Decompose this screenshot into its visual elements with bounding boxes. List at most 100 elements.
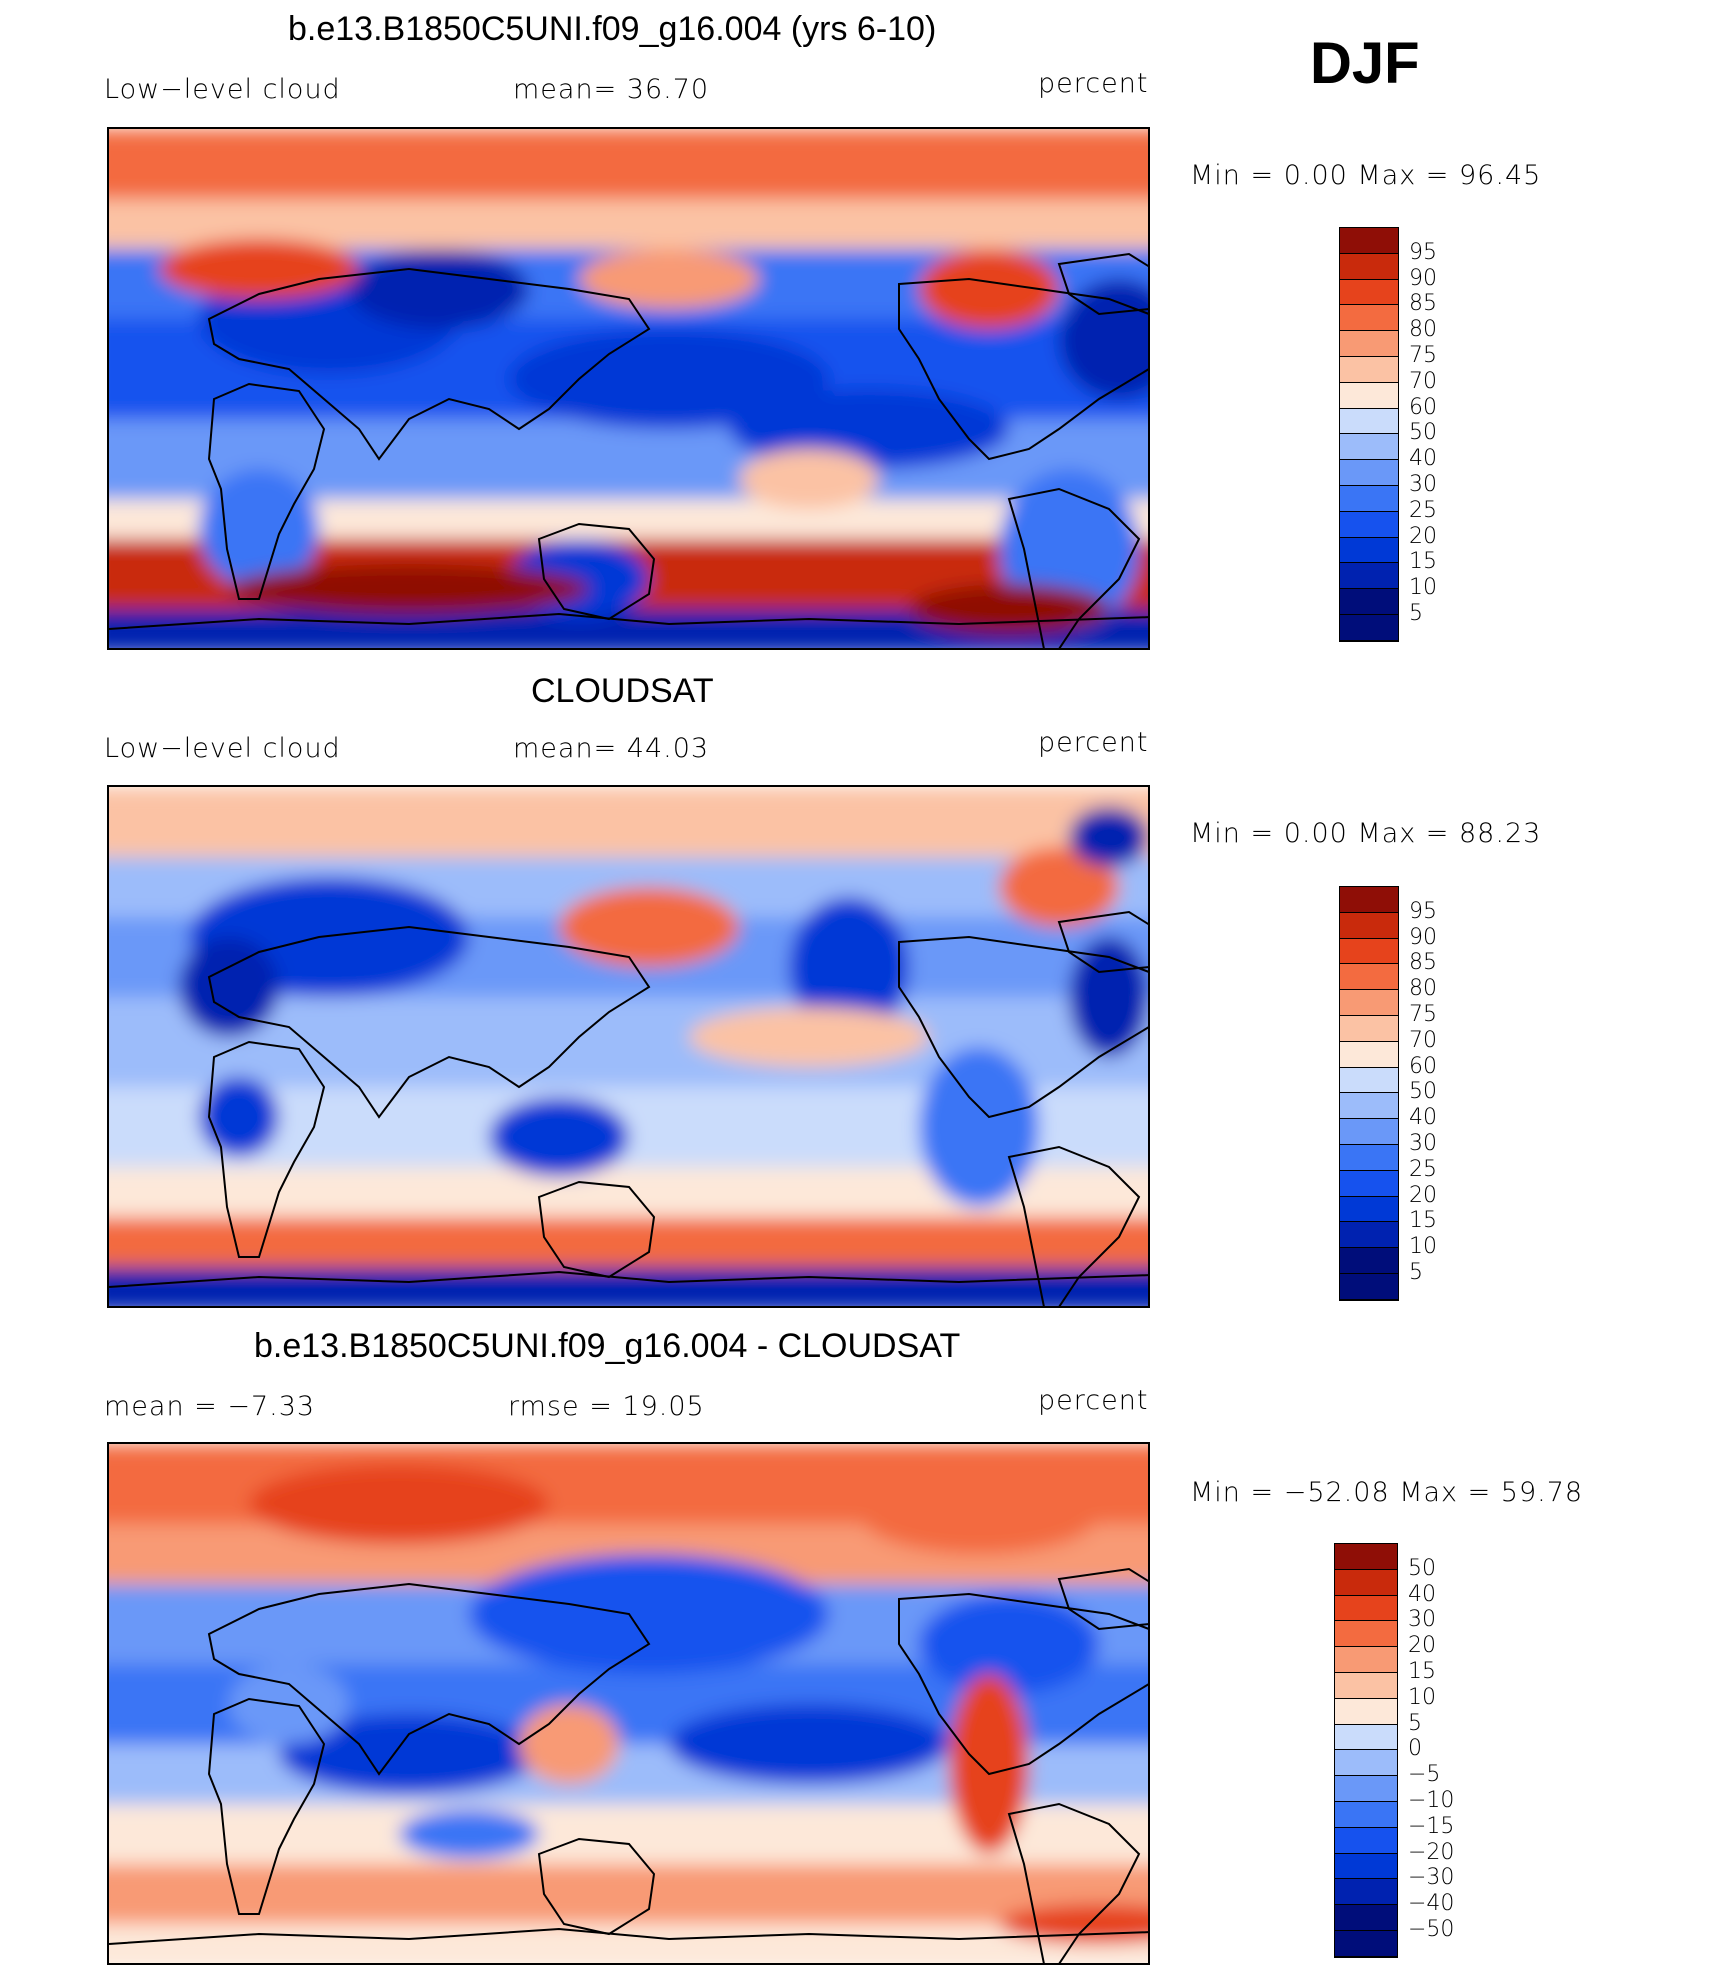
colorbar-swatch bbox=[1340, 1041, 1398, 1068]
colorbar-tick-label: −10 bbox=[1408, 1788, 1455, 1813]
colorbar-tick-label: −5 bbox=[1408, 1762, 1441, 1788]
colorbar-tick-label: −40 bbox=[1408, 1891, 1455, 1917]
colorbar-swatch bbox=[1340, 408, 1398, 435]
colorbar-swatch bbox=[1340, 486, 1398, 512]
colorbar-swatch bbox=[1340, 253, 1398, 280]
colorbar-tick-label: 25 bbox=[1409, 497, 1437, 523]
panel2-title: CLOUDSAT bbox=[531, 672, 714, 710]
panel1-variable-label: Low−level cloud bbox=[104, 74, 341, 105]
colorbar-tick-label: −20 bbox=[1408, 1839, 1455, 1865]
colorbar-swatch bbox=[1335, 1802, 1397, 1828]
map-canvas bbox=[109, 787, 1148, 1306]
colorbar-tick-label: 75 bbox=[1409, 343, 1437, 368]
colorbar-tick-label: 90 bbox=[1409, 924, 1437, 950]
panel3-map bbox=[107, 1442, 1150, 1965]
colorbar-tick-label: 15 bbox=[1408, 1659, 1436, 1684]
colorbar-swatch bbox=[1340, 887, 1398, 913]
panel3-title: b.e13.B1850C5UNI.f09_g16.004 - CLOUDSAT bbox=[254, 1327, 961, 1365]
colorbar-swatch bbox=[1335, 1905, 1397, 1931]
colorbar-swatch bbox=[1340, 1274, 1398, 1300]
colorbar-tick-label: 95 bbox=[1409, 898, 1437, 924]
colorbar-swatch bbox=[1340, 938, 1398, 965]
colorbar-swatch bbox=[1340, 1093, 1398, 1120]
colorbar-tick-label: 5 bbox=[1409, 1260, 1423, 1285]
colorbar-tick-label: −50 bbox=[1408, 1917, 1455, 1942]
colorbar-swatch bbox=[1340, 964, 1398, 991]
map-canvas bbox=[109, 1444, 1148, 1963]
panel1-title: b.e13.B1850C5UNI.f09_g16.004 (yrs 6-10) bbox=[288, 10, 937, 48]
season-label: DJF bbox=[1310, 31, 1420, 96]
panel3-minmax: Min = −52.08 Max = 59.78 bbox=[1190, 1477, 1584, 1508]
colorbar-tick-label: 10 bbox=[1409, 575, 1437, 601]
panel1-map bbox=[107, 127, 1150, 650]
panel2-variable-label: Low−level cloud bbox=[104, 733, 341, 764]
colorbar-tick-label: 20 bbox=[1409, 523, 1437, 549]
colorbar-tick-label: 60 bbox=[1409, 1053, 1437, 1079]
colorbar-swatch bbox=[1335, 1931, 1397, 1957]
panel2-map bbox=[107, 785, 1150, 1308]
colorbar-tick-label: 15 bbox=[1409, 1208, 1437, 1234]
colorbar-swatch bbox=[1340, 305, 1398, 332]
colorbar-swatch bbox=[1340, 1145, 1398, 1171]
colorbar-swatch bbox=[1335, 1724, 1397, 1751]
colorbar-swatch bbox=[1340, 912, 1398, 939]
colorbar-swatch bbox=[1340, 1067, 1398, 1094]
colorbar-swatch bbox=[1335, 1776, 1397, 1802]
colorbar-tick-label: 30 bbox=[1409, 472, 1437, 497]
colorbar-tick-label: 50 bbox=[1408, 1555, 1436, 1581]
colorbar-swatch bbox=[1340, 537, 1398, 564]
panel3-rmse-label: rmse = 19.05 bbox=[508, 1391, 705, 1422]
colorbar-tick-label: 70 bbox=[1409, 368, 1437, 394]
colorbar-tick-label: 5 bbox=[1409, 601, 1423, 626]
colorbar-tick-label: 75 bbox=[1409, 1002, 1437, 1027]
colorbar-swatch bbox=[1340, 382, 1398, 409]
colorbar-tick-label: −15 bbox=[1408, 1813, 1455, 1839]
colorbar-boxes bbox=[1339, 886, 1399, 1301]
colorbar-swatch bbox=[1335, 1879, 1397, 1906]
panel2-minmax: Min = 0.00 Max = 88.23 bbox=[1190, 818, 1542, 849]
colorbar-swatch bbox=[1335, 1569, 1397, 1596]
panel2-units-label: percent bbox=[1038, 727, 1149, 758]
colorbar-swatch bbox=[1340, 357, 1398, 383]
colorbar-tick-label: 10 bbox=[1408, 1684, 1436, 1710]
panel2-mean-label: mean= 44.03 bbox=[513, 733, 710, 764]
colorbar-tick-label: 10 bbox=[1409, 1234, 1437, 1260]
colorbar-swatch bbox=[1340, 990, 1398, 1016]
map-canvas bbox=[109, 129, 1148, 648]
colorbar-swatch bbox=[1340, 279, 1398, 306]
colorbar-tick-label: 20 bbox=[1409, 1182, 1437, 1208]
colorbar-swatch bbox=[1340, 1196, 1398, 1223]
colorbar-tick-label: 0 bbox=[1408, 1736, 1422, 1762]
colorbar-swatch bbox=[1335, 1827, 1397, 1854]
colorbar-swatch bbox=[1340, 434, 1398, 461]
panel1-minmax: Min = 0.00 Max = 96.45 bbox=[1190, 160, 1542, 191]
colorbar-tick-label: 85 bbox=[1409, 291, 1437, 317]
colorbar-tick-label: 60 bbox=[1409, 394, 1437, 420]
colorbar-swatch bbox=[1335, 1647, 1397, 1673]
colorbar-tick-label: 40 bbox=[1408, 1581, 1436, 1607]
colorbar-tick-label: 90 bbox=[1409, 265, 1437, 291]
panel1-mean-label: mean= 36.70 bbox=[513, 74, 710, 105]
colorbar-swatch bbox=[1335, 1853, 1397, 1880]
colorbar-tick-label: 80 bbox=[1409, 317, 1437, 343]
colorbar-swatch bbox=[1335, 1750, 1397, 1777]
colorbar-tick-label: 40 bbox=[1409, 1105, 1437, 1131]
colorbar-tick-label: 40 bbox=[1409, 446, 1437, 472]
colorbar-swatch bbox=[1335, 1544, 1397, 1570]
colorbar-swatch bbox=[1340, 563, 1398, 590]
colorbar-tick-label: 30 bbox=[1409, 1131, 1437, 1156]
colorbar-tick-label: 15 bbox=[1409, 549, 1437, 575]
colorbar-swatch bbox=[1335, 1621, 1397, 1648]
colorbar-tick-label: 25 bbox=[1409, 1156, 1437, 1182]
colorbar-swatch bbox=[1335, 1673, 1397, 1699]
colorbar-tick-label: 80 bbox=[1409, 976, 1437, 1002]
panel1-units-label: percent bbox=[1038, 68, 1149, 99]
colorbar-swatch bbox=[1340, 331, 1398, 357]
colorbar-tick-label: 5 bbox=[1408, 1710, 1422, 1736]
colorbar-tick-label: −30 bbox=[1408, 1865, 1455, 1891]
colorbar-swatch bbox=[1340, 460, 1398, 486]
panel3-units-label: percent bbox=[1038, 1385, 1149, 1416]
colorbar-tick-label: 50 bbox=[1409, 1079, 1437, 1105]
colorbar-swatch bbox=[1340, 1016, 1398, 1042]
panel3-mean-label: mean = −7.33 bbox=[104, 1391, 316, 1422]
